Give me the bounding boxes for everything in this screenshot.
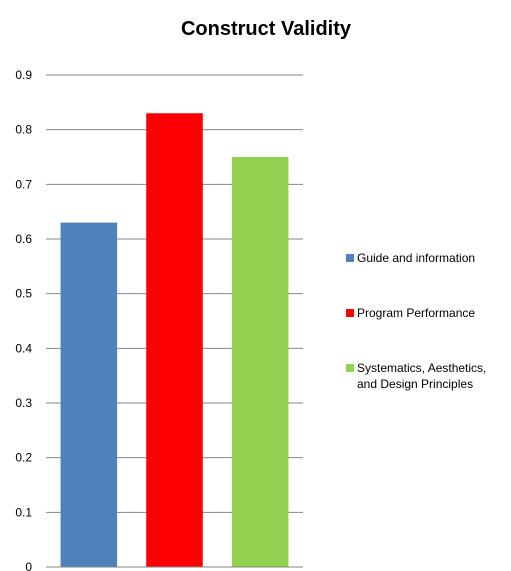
y-tick-label: 0.8 [15,123,32,137]
y-tick-label: 0.1 [15,505,32,519]
bar [231,157,289,567]
bar [60,222,118,567]
legend: Guide and information Program Performance… [346,251,486,391]
bars [60,113,289,568]
y-tick-label: 0.9 [15,68,32,82]
legend-label: and Design Principles [357,377,473,391]
y-tick-label: 0.6 [15,232,32,246]
legend-swatch [346,364,354,372]
y-tick-label: 0.3 [15,396,32,410]
legend-label: Guide and information [357,251,475,265]
y-tick-label: 0.7 [15,177,32,191]
legend-label: Program Performance [357,306,475,320]
y-tick-label: 0 [25,560,32,571]
chart-title: Construct Validity [181,18,352,40]
legend-swatch [346,254,354,262]
bar [146,113,203,568]
y-tick-label: 0.4 [15,341,32,355]
y-tick-label: 0.2 [15,451,32,465]
y-tick-label: 0.5 [15,287,32,301]
legend-swatch [346,309,354,317]
legend-label: Systematics, Aesthetics, [357,361,486,375]
y-axis-tick-labels: 0 0.1 0.2 0.3 0.4 0.5 0.6 0.7 0.8 0.9 [15,68,32,571]
